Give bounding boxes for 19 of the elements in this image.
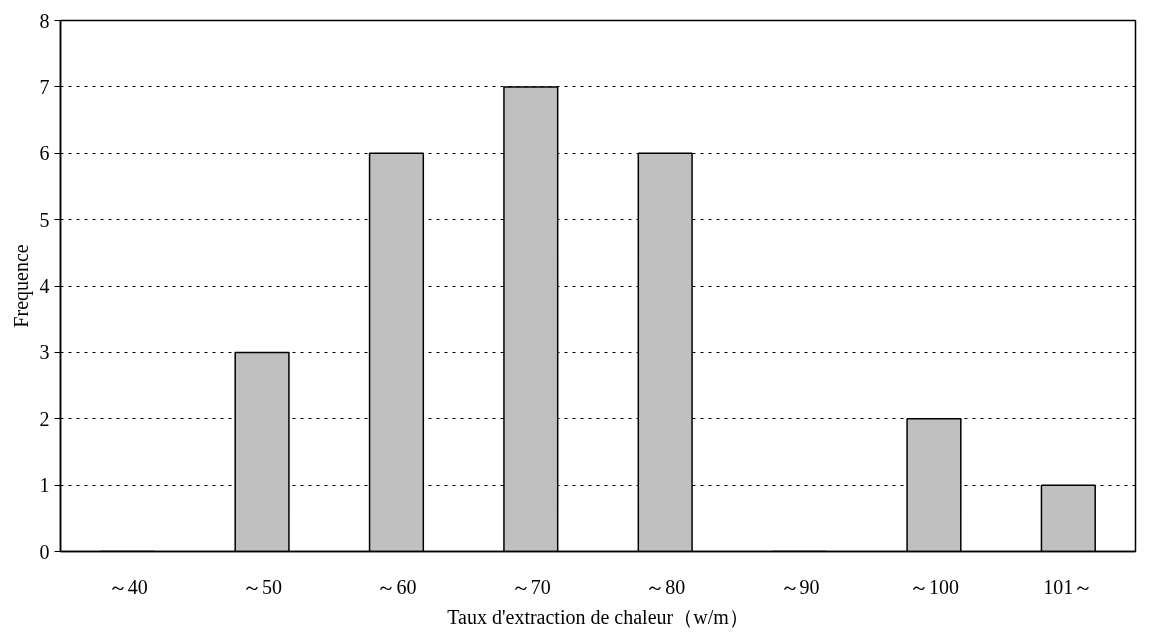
- y-tick-label: 6: [39, 142, 50, 165]
- y-tick-label: 1: [39, 474, 50, 497]
- y-tick-label: 5: [39, 208, 50, 231]
- y-axis-title: Frequence: [9, 244, 33, 328]
- x-tick-label: ～40: [107, 575, 148, 598]
- y-tick-label: 0: [39, 540, 50, 563]
- x-tick-label: ～90: [779, 575, 820, 598]
- y-tick-label: 4: [39, 275, 50, 297]
- x-tick-label: ～60: [376, 575, 417, 598]
- y-tick-label: 7: [39, 75, 50, 98]
- x-tick-label: ～50: [242, 575, 283, 598]
- x-tick-label: ～70: [510, 575, 551, 598]
- y-tick-label: 3: [39, 341, 50, 364]
- y-tick-label: 8: [39, 9, 50, 32]
- y-tick-label: 2: [39, 407, 50, 430]
- x-tick-label: ～100: [908, 575, 959, 598]
- x-tick-label: ～80: [645, 575, 686, 598]
- x-axis-title: Taux d'extraction de chaleur（w/m）: [447, 605, 749, 628]
- x-tick-label: 101～: [1043, 575, 1094, 598]
